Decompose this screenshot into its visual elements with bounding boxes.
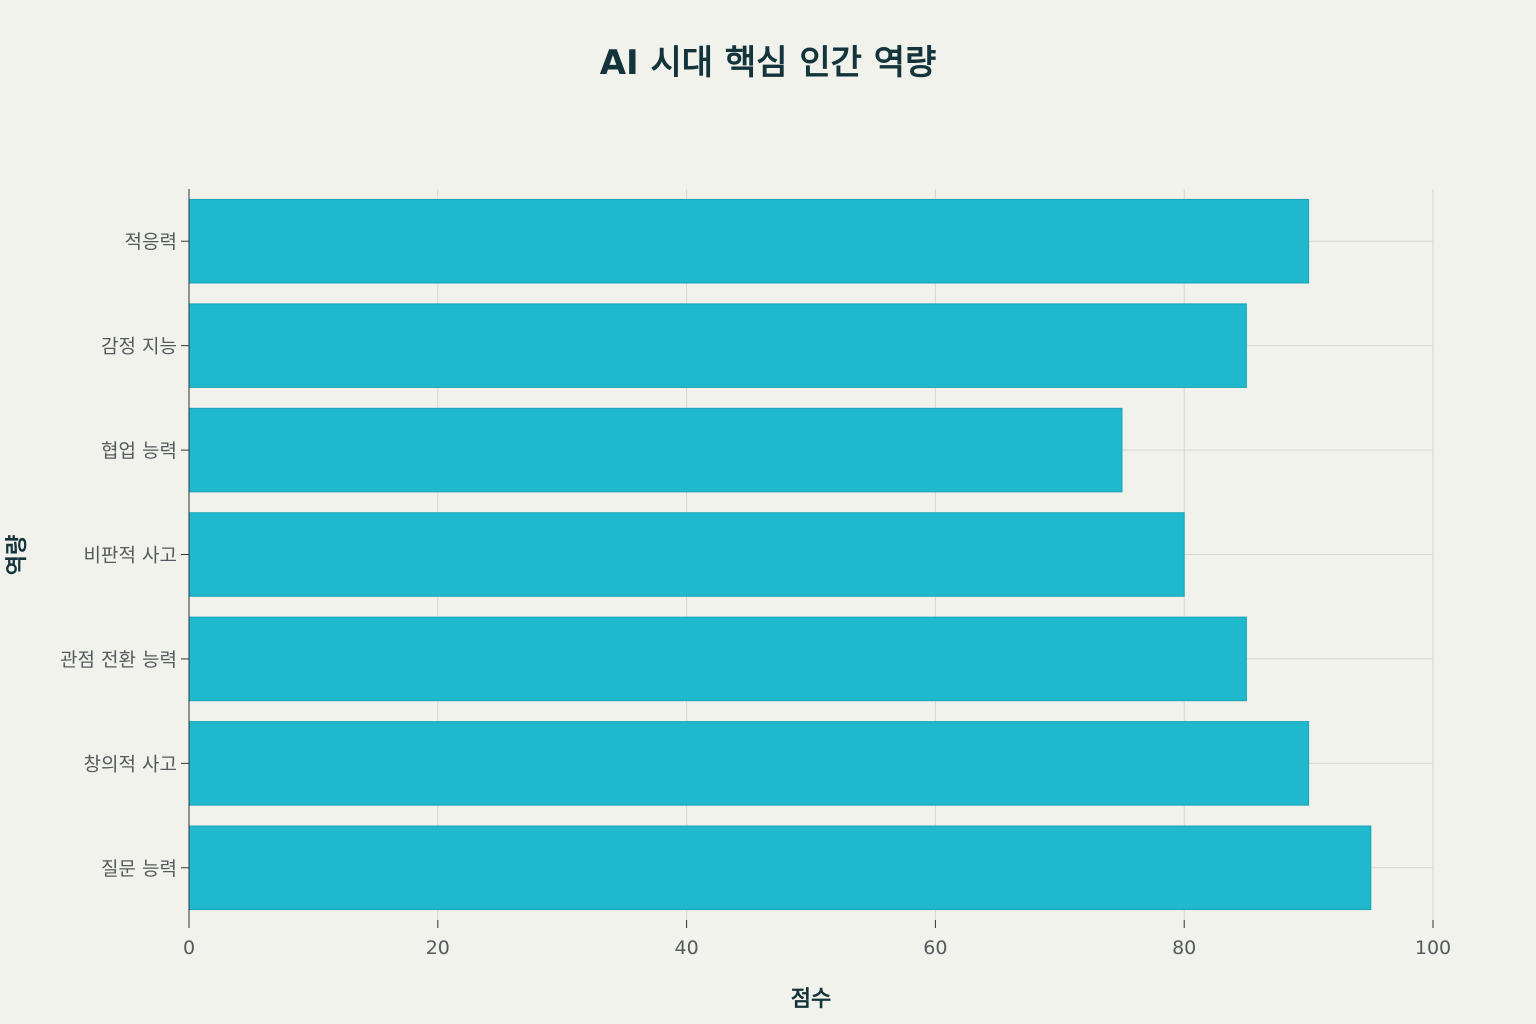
- y-axis-title: 역량: [5, 535, 30, 575]
- x-tick-label: 60: [923, 937, 947, 959]
- y-tick-label: 질문 능력: [101, 858, 177, 880]
- x-tick-label: 40: [675, 937, 699, 959]
- x-tick-label: 0: [183, 937, 195, 959]
- bar: [188, 825, 1372, 911]
- x-tick-label: 80: [1172, 937, 1196, 959]
- bar: [188, 407, 1123, 493]
- x-axis-title: 점수: [791, 987, 831, 1012]
- y-tick-label: 협업 능력: [101, 440, 177, 462]
- bar: [188, 303, 1247, 388]
- bar: [188, 512, 1185, 597]
- y-tick-label: 적응력: [125, 231, 177, 253]
- y-tick-label: 감정 지능: [101, 336, 177, 358]
- bars-group: [188, 198, 1372, 911]
- x-tick-label: 20: [426, 937, 450, 959]
- bar: [188, 198, 1310, 284]
- y-tick-label: 관점 전환 능력: [60, 649, 177, 671]
- bar: [188, 721, 1310, 806]
- x-tick-label: 100: [1415, 937, 1451, 959]
- x-tick-labels: 0 20 40 60 80 100: [183, 937, 1451, 959]
- axes-group: [181, 189, 1434, 928]
- y-tick-label: 창의적 사고: [84, 753, 177, 775]
- bar: [188, 616, 1247, 702]
- chart-title: AI 시대 핵심 인간 역량: [600, 43, 937, 83]
- y-tick-label: 비판적 사고: [84, 545, 177, 567]
